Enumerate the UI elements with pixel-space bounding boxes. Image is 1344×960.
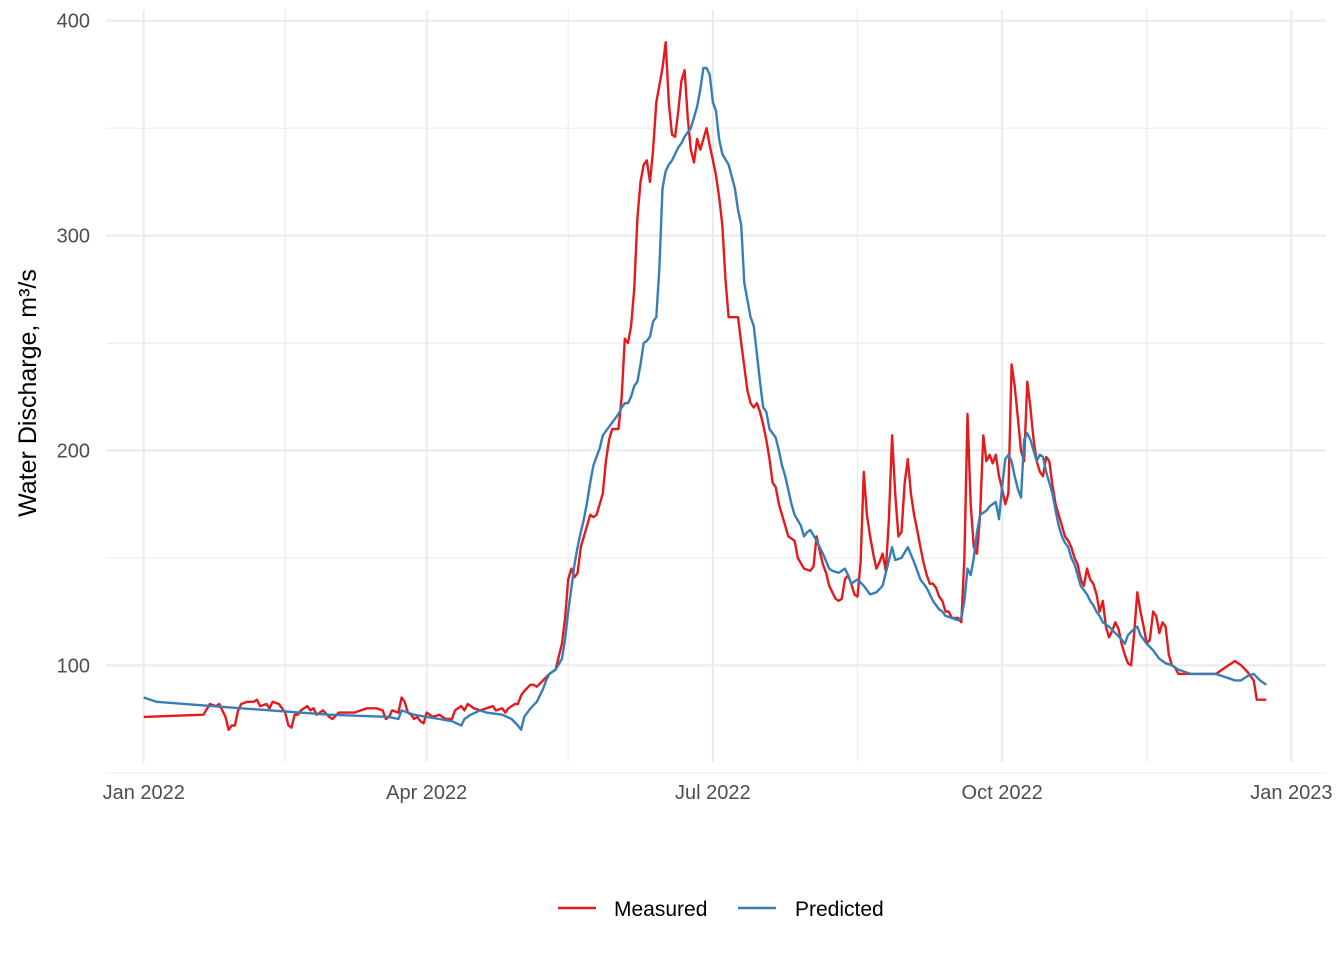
y-axis-tick-labels: 100 200 300 400 [57, 11, 90, 678]
major-gridlines [106, 10, 1326, 762]
x-tick-label: Jan 2022 [103, 782, 185, 804]
legend-label-measured: Measured [614, 898, 707, 921]
y-axis-title: Water Discharge, m³/s [14, 269, 42, 517]
y-tick-label: 400 [57, 11, 90, 33]
legend: Measured Predicted [558, 898, 884, 921]
y-tick-label: 100 [57, 655, 90, 677]
series-line-predicted [143, 66, 1267, 731]
x-tick-label: Jul 2022 [675, 782, 751, 804]
legend-label-predicted: Predicted [795, 898, 884, 921]
series-layer [143, 41, 1267, 731]
y-tick-label: 200 [57, 440, 90, 462]
x-axis-tick-labels: Jan 2022 Apr 2022 Jul 2022 Oct 2022 Jan 2023 [103, 782, 1333, 804]
minor-gridlines [106, 10, 1326, 774]
x-tick-label: Jan 2023 [1250, 782, 1332, 804]
y-tick-label: 300 [57, 226, 90, 248]
x-tick-label: Apr 2022 [386, 782, 467, 804]
x-tick-label: Oct 2022 [962, 782, 1043, 804]
